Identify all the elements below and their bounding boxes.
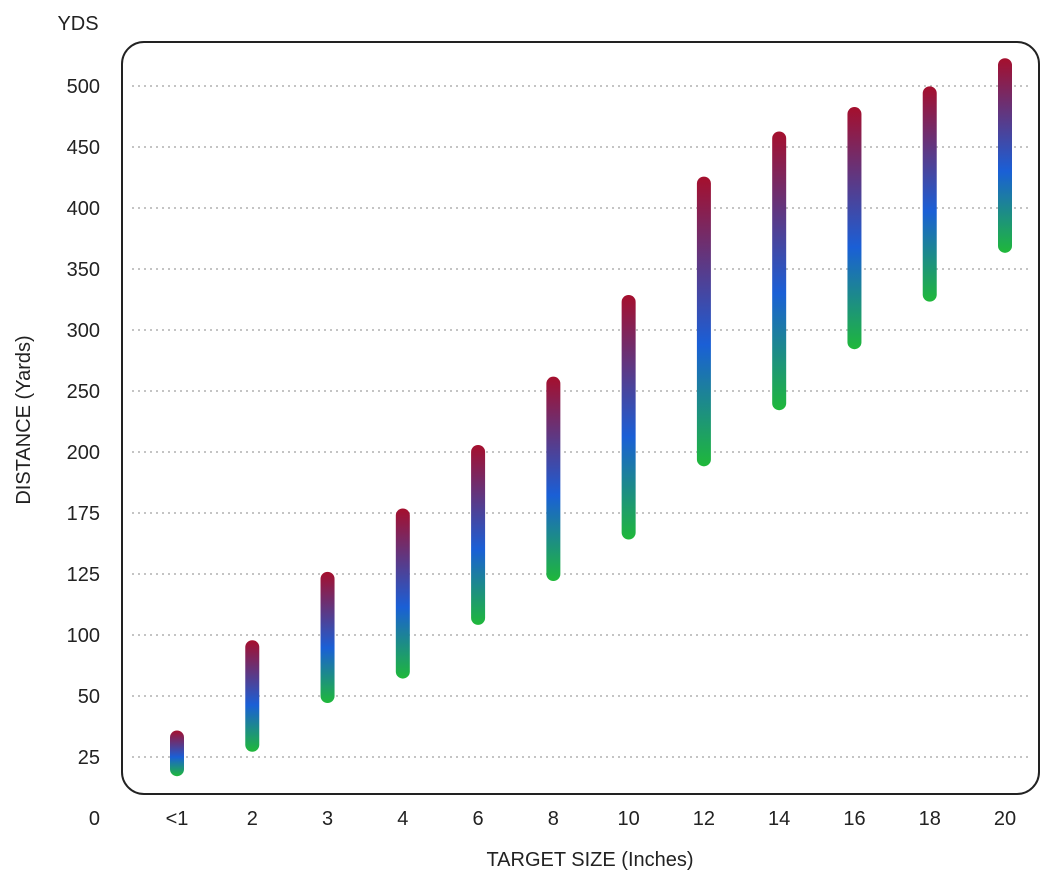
range-bar (847, 107, 862, 350)
y-tick-label: 125 (67, 564, 100, 586)
range-bars (170, 58, 1012, 777)
y-tick-label: 200 (67, 442, 100, 464)
range-bar (546, 376, 561, 581)
y-tick-label: 250 (67, 381, 100, 403)
x-tick-label: 8 (548, 808, 559, 830)
x-tick-label: 14 (768, 808, 790, 830)
x-tick-label: 20 (994, 808, 1016, 830)
y-tick-label: 500 (67, 76, 100, 98)
y-unit-label: YDS (57, 13, 98, 35)
range-bar (922, 86, 937, 302)
x-tick-label: 4 (397, 808, 408, 830)
y-axis-ticks: 0 25 50 100 125 175 200 250 300 350 400 450 500 (67, 76, 100, 830)
y-tick-label: 175 (67, 503, 100, 525)
range-bar (696, 176, 711, 467)
plot-frame (121, 41, 1040, 795)
x-tick-label: <1 (166, 808, 189, 830)
y-tick-label: 100 (67, 625, 100, 647)
x-tick-label: 10 (618, 808, 640, 830)
x-tick-label: 16 (843, 808, 865, 830)
y-tick-label: 25 (78, 747, 100, 769)
x-tick-label: 3 (322, 808, 333, 830)
range-bar (395, 508, 410, 679)
range-bar (998, 58, 1012, 253)
range-bar (471, 445, 486, 625)
x-tick-label: 6 (473, 808, 484, 830)
y-tick-label: 300 (67, 320, 100, 342)
y-tick-label: 350 (67, 259, 100, 281)
y-tick-label: 0 (89, 808, 100, 830)
y-tick-label: 450 (67, 137, 100, 159)
x-tick-label: 12 (693, 808, 715, 830)
range-bar (320, 571, 335, 703)
x-axis-ticks: <1 2 3 4 6 8 10 12 14 16 18 20 (166, 808, 1017, 830)
y-tick-label: 50 (78, 686, 100, 708)
range-bar (621, 294, 636, 540)
x-tick-label: 2 (247, 808, 258, 830)
range-bar (772, 131, 787, 411)
range-bar (170, 730, 184, 777)
y-tick-label: 400 (67, 198, 100, 220)
y-axis-title: DISTANCE (Yards) (13, 335, 35, 504)
x-tick-label: 18 (919, 808, 941, 830)
x-axis-title: TARGET SIZE (Inches) (486, 849, 693, 871)
range-bar (245, 640, 260, 752)
